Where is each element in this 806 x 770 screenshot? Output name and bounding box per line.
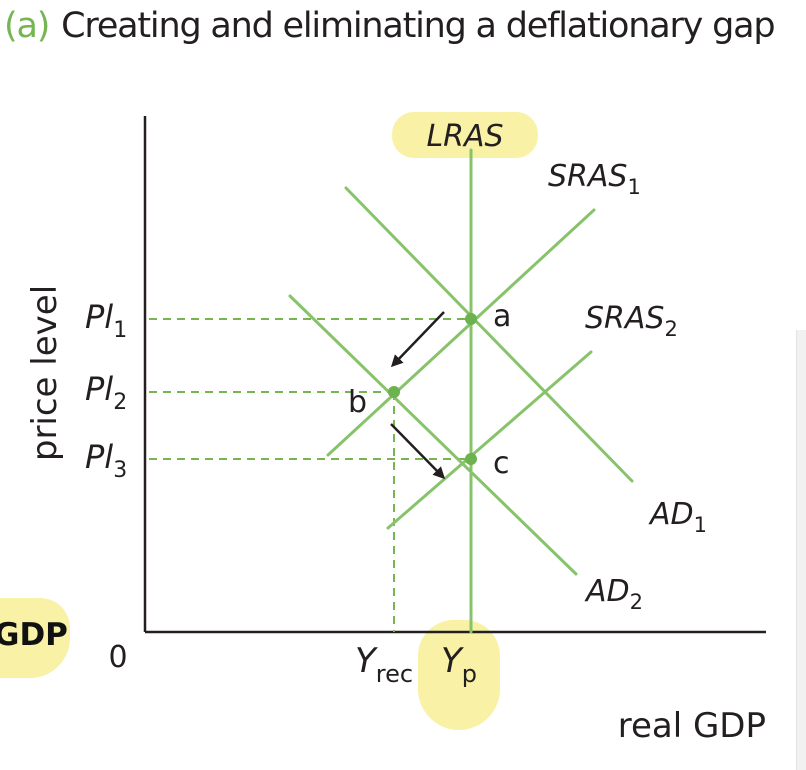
yp-label: Yp <box>441 641 477 688</box>
highlight-lras <box>392 112 538 158</box>
lras-label: LRAS <box>426 119 503 154</box>
arrow-b-to-c <box>390 423 446 480</box>
sras2-label: SRAS2 <box>585 301 678 341</box>
pl3-label: Pl3 <box>85 438 127 483</box>
point-a-marker <box>465 313 477 325</box>
point-c-marker <box>465 453 477 465</box>
point-a-label: a <box>493 299 511 334</box>
highlight-yp <box>418 620 500 730</box>
yrec-label: Yrec <box>355 641 413 688</box>
figure-tag: (a) <box>4 6 50 46</box>
pl2-label: Pl2 <box>85 370 127 415</box>
x-axis-label: real GDP <box>618 706 766 746</box>
ad2-label: AD2 <box>584 574 643 614</box>
cropped-gdp-label: GDP <box>0 617 68 653</box>
sras1-label: SRAS1 <box>548 159 641 199</box>
pl1-label: Pl1 <box>85 298 127 343</box>
arrow-a-to-b <box>390 311 445 368</box>
sras1-curve <box>326 208 596 457</box>
sras2-curve <box>386 350 593 530</box>
ad1-curve <box>344 186 634 483</box>
ad2-curve <box>288 294 578 576</box>
y-axis-label: price level <box>25 285 65 461</box>
figure-title: (a) Creating and eliminating a deflationa… <box>4 6 776 46</box>
origin-label: 0 <box>108 640 127 675</box>
point-b-marker <box>388 386 400 398</box>
point-b-label: b <box>348 385 367 420</box>
page-edge <box>796 330 806 770</box>
figure-title-text: Creating and eliminating a deflationary … <box>61 6 775 46</box>
point-c-label: c <box>493 446 510 481</box>
ad1-label: AD1 <box>648 497 707 537</box>
highlight-gdp <box>0 598 70 678</box>
